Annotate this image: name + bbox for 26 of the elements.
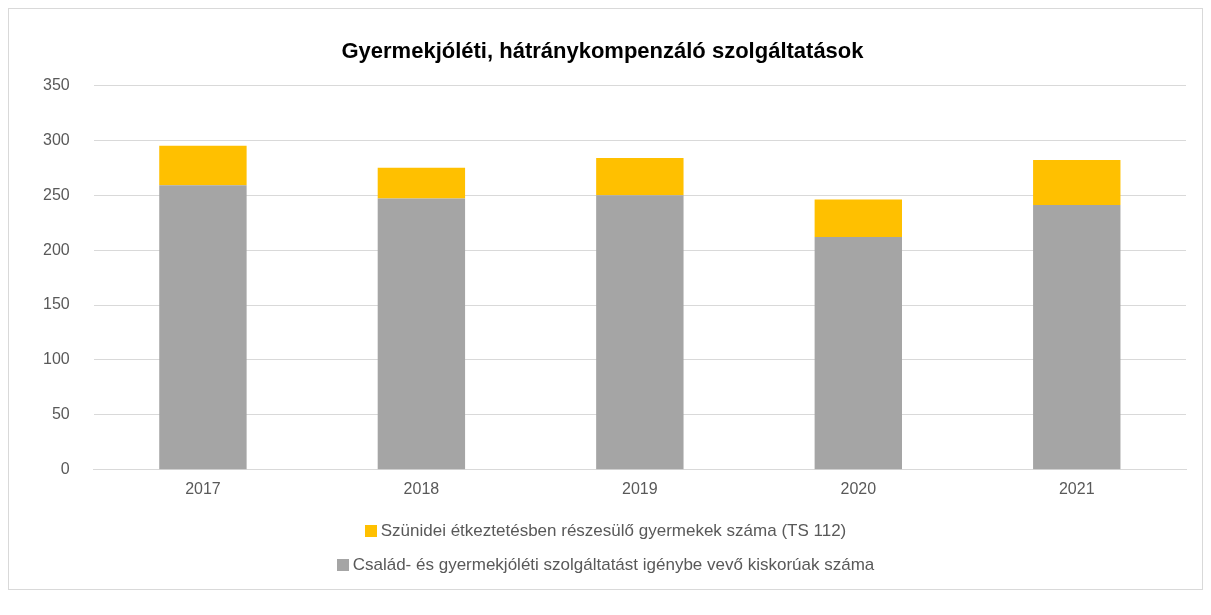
bar (159, 145, 247, 186)
y-tick-label: 250 (42, 185, 70, 203)
y-tick-label: 350 (42, 75, 70, 93)
x-tick-label: 2017 (185, 479, 221, 497)
y-tick-label: 100 (42, 350, 70, 368)
y-tick-label: 50 (51, 405, 70, 423)
bar (377, 198, 466, 470)
y-tick-label: 300 (42, 130, 70, 148)
chart-title: Gyermekjóléti, hátránykompenzáló szolgáltatások (341, 38, 865, 64)
legend-label: Szünidei étkeztetésben részesülő gyermekek száma (TS 112) (380, 521, 847, 541)
x-tick-label: 2018 (403, 479, 440, 497)
y-tick-label: 200 (42, 240, 70, 258)
bar (814, 199, 902, 237)
y-tick-label: 150 (42, 295, 70, 313)
x-tick-label: 2019 (622, 479, 658, 497)
bar (596, 157, 684, 196)
x-tick-label: 2021 (1058, 479, 1095, 497)
legend-label: Család- és gyermekjóléti szolgáltatást igénybe vevő kiskorúak száma (352, 555, 875, 575)
x-tick-label: 2020 (840, 479, 877, 497)
y-tick-label: 0 (60, 460, 70, 478)
bar (1033, 160, 1121, 206)
bar (159, 185, 247, 470)
bar (1033, 205, 1121, 470)
bar (596, 195, 684, 470)
bar (814, 236, 902, 470)
bar (377, 167, 466, 199)
